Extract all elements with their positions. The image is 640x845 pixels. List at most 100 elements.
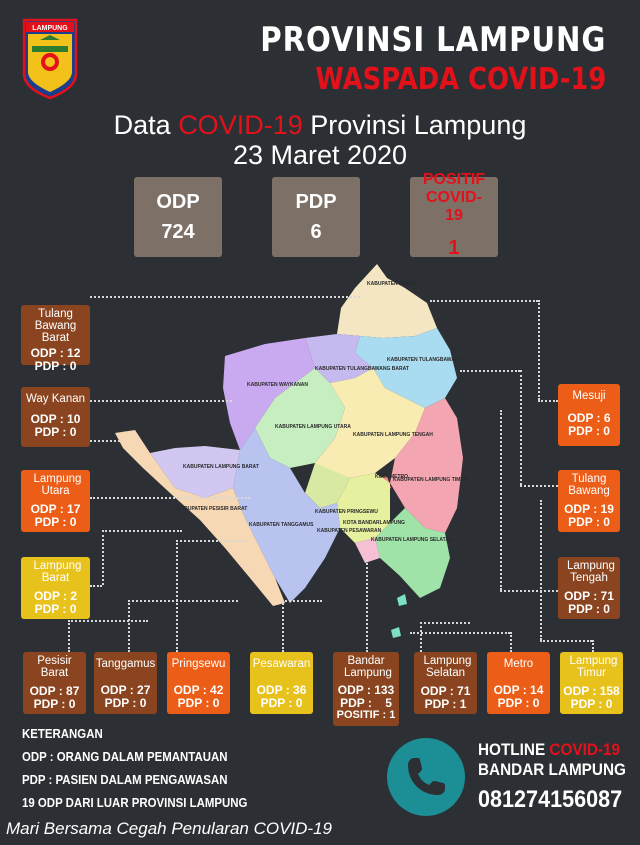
legend: KETERANGAN ODP : ORANG DALAM PEMANTAUAN … xyxy=(22,722,247,814)
hotline-highlight: COVID-19 xyxy=(549,740,620,759)
map-island-2 xyxy=(391,627,401,638)
region-box-pringsewu: Pringsewu ODP : 42 PDP : 0 xyxy=(167,652,230,714)
connector-line xyxy=(102,530,182,532)
map-island xyxy=(397,594,407,606)
legend-odp: ODP : ORANG DALAM PEMANTAUAN xyxy=(22,749,228,764)
map-region-lampung-timur xyxy=(390,398,463,533)
region-odp: ODP : 42 xyxy=(173,683,224,697)
region-box-pesisir-barat: Pesisir Barat ODP : 87 PDP : 0 xyxy=(23,652,86,714)
region-odp: ODP : 133 xyxy=(337,683,395,697)
region-pdp: PDP : 0 xyxy=(33,696,76,711)
connector-line xyxy=(410,632,510,634)
region-odp: ODP : 17 xyxy=(30,502,81,516)
connector-line xyxy=(520,485,558,487)
lampung-logo: LAMPUNG xyxy=(22,18,78,100)
connector-line xyxy=(68,620,148,622)
map-label-lampung-timur: KABUPATEN LAMPUNG TIMUR xyxy=(393,477,468,483)
hotline-label: HOTLINE COVID-19 xyxy=(478,740,620,760)
connector-line xyxy=(460,370,520,372)
map-label-pringsewu: KABUPATEN PRINGSEWU xyxy=(315,509,378,515)
region-odp: ODP : 10 xyxy=(30,412,81,426)
map-label-pesisir-barat: KABUPATEN PESISIR BARAT xyxy=(177,506,247,512)
connector-line xyxy=(592,640,594,652)
stat-pdp-label: PDP xyxy=(295,191,337,213)
region-name: Tanggamus xyxy=(95,658,156,670)
legend-title: KETERANGAN xyxy=(22,726,103,741)
connector-line xyxy=(366,560,368,652)
region-odp: ODP : 19 xyxy=(564,502,614,516)
region-name: Pesisir Barat xyxy=(37,655,72,679)
region-pdp: PDP : 5 xyxy=(340,695,392,710)
map-region-lampung-tengah xyxy=(315,368,425,478)
region-name: Lampung Selatan xyxy=(423,655,472,679)
connector-line xyxy=(420,622,422,652)
region-pdp: PDP : 0 xyxy=(34,358,77,373)
data-date: 23 Maret 2020 xyxy=(232,140,408,170)
legend-note: 19 ODP DARI LUAR PROVINSI LAMPUNG xyxy=(22,795,248,810)
stat-positif-value: 1 xyxy=(448,237,460,259)
map-label-lampung-tengah: KABUPATEN LAMPUNG TENGAH xyxy=(353,432,433,438)
region-pdp: PDP : 0 xyxy=(34,601,77,616)
region-name: Bandar Lampung xyxy=(344,655,392,679)
region-box-bandar-lampung: Bandar Lampung ODP : 133 PDP : 5 POSITIF… xyxy=(333,652,399,726)
region-odp: ODP : 27 xyxy=(100,683,151,697)
region-box-lampung-barat: Lampung Barat ODP : 2 PDP : 0 xyxy=(21,557,90,619)
region-box-tulang-bawang: Tulang Bawang ODP : 19 PDP : 0 xyxy=(558,470,620,532)
map-label-bandar-lampung: KOTA BANDARLAMPUNG xyxy=(343,520,405,526)
connector-line xyxy=(90,585,102,587)
region-box-tulang-bawang-barat: Tulang Bawang Barat ODP : 12 PDP : 0 xyxy=(21,305,90,372)
map-region-tulang-bawang xyxy=(355,328,457,408)
region-odp: ODP : 12 xyxy=(30,346,81,360)
map-label-tulang-bawang-barat: KABUPATEN TULANGBAWANG BARAT xyxy=(315,366,409,372)
region-name: Pringsewu xyxy=(171,658,226,670)
connector-line xyxy=(510,632,512,652)
connector-line xyxy=(538,300,540,400)
map-region-lampung-selatan xyxy=(375,508,450,598)
region-pdp: PDP : 0 xyxy=(177,695,220,710)
map-region-tulang-bawang-barat xyxy=(305,334,373,383)
region-name: Metro xyxy=(503,658,534,670)
connector-line xyxy=(538,400,558,402)
region-name: Way Kanan xyxy=(25,393,86,405)
region-box-mesuji: Mesuji ODP : 6 PDP : 0 xyxy=(558,384,620,446)
connector-line xyxy=(500,410,502,590)
connector-line xyxy=(520,370,522,485)
data-title-highlight: COVID-19 xyxy=(178,110,303,140)
stat-odp-label: ODP xyxy=(156,191,200,213)
svg-text:LAMPUNG: LAMPUNG xyxy=(32,25,68,32)
stat-odp: ODP 724 xyxy=(134,177,222,257)
stat-positif: POSITIF COVID-19 1 xyxy=(410,171,498,259)
region-pdp: PDP : 0 xyxy=(568,514,610,529)
region-odp: ODP : 14 xyxy=(493,683,544,697)
region-box-lampung-tengah: Lampung Tengah ODP : 71 PDP : 0 xyxy=(558,557,620,619)
connector-line xyxy=(420,622,470,624)
map-label-tulang-bawang: KABUPATEN TULANGBAWANG xyxy=(387,357,462,363)
connector-line xyxy=(282,600,322,602)
region-positif: POSITIF : 1 xyxy=(336,709,396,721)
map-label-mesuji: KABUPATEN MESUJI xyxy=(367,281,418,287)
region-pdp: PDP : 0 xyxy=(497,695,540,710)
region-box-lampung-timur: Lampung Timur ODP : 158 PDP : 0 xyxy=(560,652,623,714)
data-title: Data COVID-19 Provinsi Lampung xyxy=(0,110,640,141)
region-name: Lampung Timur xyxy=(569,655,618,679)
map-label-lampung-selatan: KABUPATEN LAMPUNG SELATAN xyxy=(371,537,453,543)
connector-line xyxy=(500,590,558,592)
connector-line xyxy=(90,400,232,402)
region-pdp: PDP : 0 xyxy=(568,423,610,438)
region-pdp: PDP : 0 xyxy=(34,514,77,529)
connector-line xyxy=(68,620,70,652)
region-name: Lampung Barat xyxy=(33,560,82,584)
region-name: Tulang Bawang Barat xyxy=(34,308,77,344)
connector-line xyxy=(540,640,592,642)
map-region-pringsewu xyxy=(305,463,350,508)
region-pdp: PDP : 1 xyxy=(424,696,467,711)
region-pdp: PDP : 0 xyxy=(34,424,77,439)
region-name: Lampung Tengah xyxy=(567,560,615,584)
region-pdp: PDP : 0 xyxy=(260,695,303,710)
hotline-prefix: HOTLINE xyxy=(478,740,550,759)
hotline-number: 081274156087 xyxy=(478,786,623,813)
region-odp: ODP : 6 xyxy=(567,411,611,425)
connector-line xyxy=(90,440,120,442)
stat-pdp-value: 6 xyxy=(310,221,322,243)
region-box-pesawaran: Pesawaran ODP : 36 PDP : 0 xyxy=(250,652,313,714)
